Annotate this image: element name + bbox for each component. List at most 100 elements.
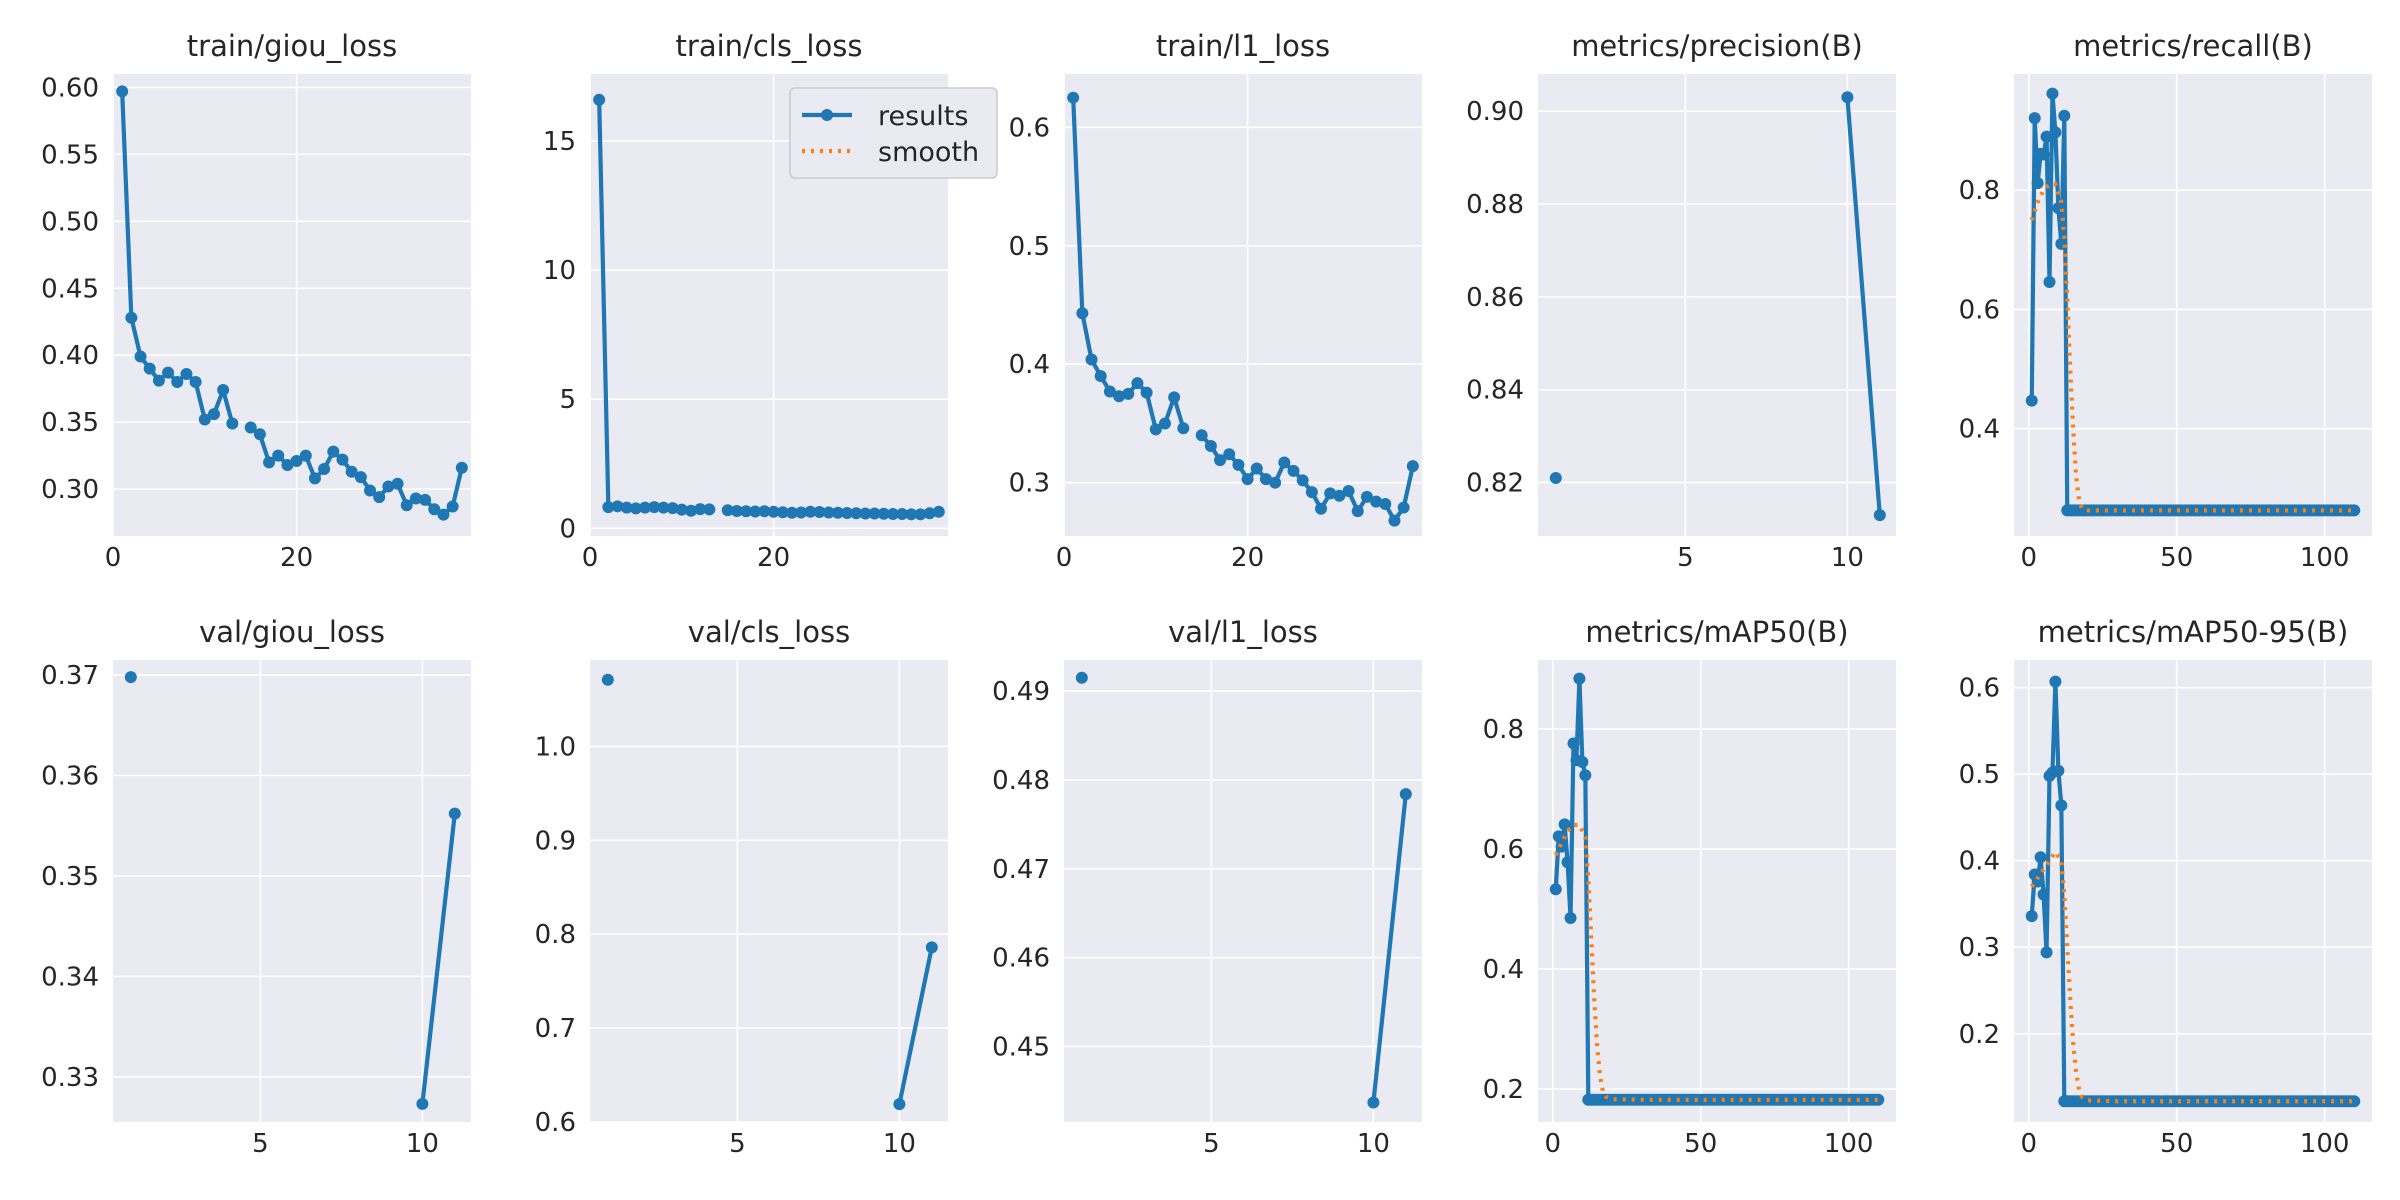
y-tick-label: 0.60 bbox=[41, 73, 99, 103]
results-point bbox=[437, 508, 450, 521]
y-tick-label: 0.37 bbox=[41, 661, 99, 691]
results-point bbox=[171, 376, 184, 388]
y-tick-label: 0.6 bbox=[1959, 674, 2000, 704]
results-point bbox=[400, 499, 413, 512]
plot-area bbox=[1549, 672, 1885, 1106]
results-point bbox=[2037, 888, 2050, 901]
results-point bbox=[914, 508, 927, 521]
legend-frame bbox=[789, 87, 998, 179]
results-point bbox=[299, 449, 312, 462]
results-point bbox=[740, 505, 753, 518]
results-point bbox=[327, 445, 340, 458]
y-tick-label: 0.3 bbox=[1959, 933, 2000, 963]
results-point bbox=[850, 507, 863, 520]
y-tick-label: 0.5 bbox=[1009, 232, 1050, 262]
results-point bbox=[1370, 495, 1383, 508]
results-point bbox=[2028, 112, 2041, 125]
results-point bbox=[602, 501, 615, 514]
chart-title: val/cls_loss bbox=[688, 615, 850, 649]
results-point bbox=[1113, 390, 1126, 403]
chart-val-cls-loss: 5 10 0.6 0.7 0.8 0.9 1.0 val/cls_loss bbox=[535, 615, 948, 1159]
results-point bbox=[1388, 514, 1401, 527]
results-point bbox=[1241, 473, 1254, 486]
results-point bbox=[822, 506, 835, 519]
y-tick-label: 0.49 bbox=[992, 677, 1050, 707]
results-point bbox=[767, 505, 780, 518]
results-point bbox=[1305, 486, 1318, 499]
results-point bbox=[1379, 498, 1392, 511]
chart-metrics-map50-95-b: 0 50 100 0.2 0.3 0.4 0.5 0.6 metrics/mAP50-95(B) bbox=[1959, 615, 2372, 1159]
chart-title: metrics/precision(B) bbox=[1571, 29, 1863, 63]
x-tick-label: 5 bbox=[1677, 543, 1694, 573]
y-tick-label: 0.8 bbox=[1959, 176, 2000, 206]
results-point bbox=[1360, 490, 1373, 503]
results-point bbox=[611, 500, 624, 513]
results-point bbox=[868, 507, 881, 520]
results-point bbox=[2348, 1095, 2361, 1108]
results-point bbox=[1250, 462, 1263, 475]
results-point bbox=[1122, 387, 1135, 400]
y-tick-label: 0.45 bbox=[992, 1032, 1050, 1062]
results-point bbox=[2049, 675, 2062, 688]
results-point bbox=[1075, 671, 1088, 684]
x-tick-label: 5 bbox=[1203, 1129, 1220, 1159]
results-point bbox=[1168, 391, 1181, 404]
results-point bbox=[448, 807, 461, 820]
results-point bbox=[272, 449, 285, 462]
results-point bbox=[684, 504, 697, 517]
results-point bbox=[1567, 737, 1580, 750]
results-point bbox=[1342, 484, 1355, 497]
smooth-line bbox=[2030, 848, 2355, 1104]
results-point bbox=[2055, 799, 2068, 812]
results-point bbox=[841, 507, 854, 520]
x-tick-label: 20 bbox=[280, 543, 313, 573]
results-point bbox=[657, 501, 670, 514]
results-point bbox=[923, 507, 936, 520]
plot-area bbox=[601, 673, 938, 1111]
y-tick-label: 0.82 bbox=[1466, 469, 1524, 499]
results-point bbox=[905, 508, 918, 521]
results-point bbox=[2034, 851, 2047, 864]
results-point bbox=[281, 459, 294, 472]
results-point bbox=[703, 503, 716, 516]
plot-area bbox=[593, 93, 945, 521]
x-tick-label: 20 bbox=[1231, 543, 1264, 573]
chart-title: val/l1_loss bbox=[1168, 615, 1318, 649]
results-point bbox=[1406, 460, 1419, 473]
results-point bbox=[1564, 912, 1577, 924]
plot-background bbox=[1064, 74, 1422, 536]
chart-title: metrics/mAP50-95(B) bbox=[2038, 615, 2349, 649]
results-point bbox=[1103, 385, 1116, 398]
results-point bbox=[776, 506, 789, 519]
results-point bbox=[416, 1097, 429, 1110]
results-point bbox=[2040, 946, 2053, 959]
y-tick-label: 0.36 bbox=[41, 762, 99, 792]
y-tick-label: 0 bbox=[559, 514, 576, 544]
y-tick-label: 0.4 bbox=[1483, 955, 1524, 985]
legend-results-marker bbox=[821, 109, 833, 121]
results-point bbox=[1561, 856, 1574, 869]
results-point bbox=[1558, 818, 1571, 831]
y-tick-label: 0.33 bbox=[41, 1063, 99, 1093]
results-point bbox=[1841, 91, 1854, 104]
results-point bbox=[758, 505, 771, 518]
y-tick-label: 0.7 bbox=[535, 1014, 576, 1044]
results-point bbox=[932, 505, 945, 518]
x-tick-label: 50 bbox=[2160, 543, 2193, 573]
chart-train-l1-loss: 0 20 0.3 0.4 0.5 0.6 train/l1_loss bbox=[1009, 29, 1422, 573]
results-point bbox=[694, 503, 707, 516]
x-tick-label: 50 bbox=[2160, 1129, 2193, 1159]
y-tick-label: 0.4 bbox=[1959, 847, 2000, 877]
y-tick-label: 0.88 bbox=[1466, 190, 1524, 220]
results-point bbox=[1324, 487, 1337, 500]
x-tick-label: 0 bbox=[105, 543, 122, 573]
results-point bbox=[446, 500, 459, 513]
results-point bbox=[1223, 448, 1236, 461]
results-point bbox=[1278, 456, 1291, 469]
y-tick-label: 0.2 bbox=[1959, 1020, 2000, 1050]
chart-metrics-precision-b: 5 10 0.82 0.84 0.86 0.88 0.90 metrics/precision… bbox=[1466, 29, 1896, 573]
results-point bbox=[1204, 439, 1217, 452]
x-tick-label: 0 bbox=[1545, 1129, 1562, 1159]
results-point bbox=[2052, 202, 2065, 215]
